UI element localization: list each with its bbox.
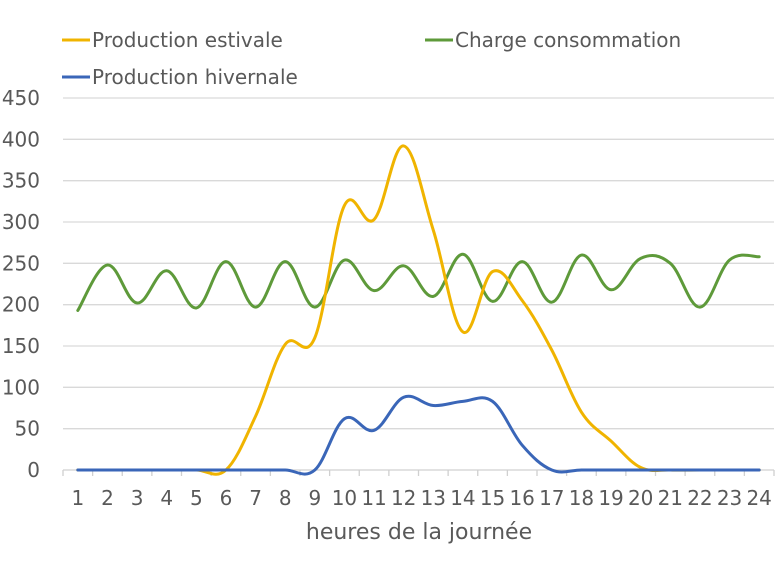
- x-tick-label: 15: [480, 486, 505, 510]
- y-tick-label: 250: [2, 251, 40, 275]
- series-line-production-estivale: [76, 144, 761, 476]
- legend-label: Production hivernale: [92, 65, 298, 89]
- x-tick-label: 18: [569, 486, 594, 510]
- y-tick-label: 0: [27, 458, 40, 482]
- y-tick-label: 200: [2, 293, 40, 317]
- x-tick-label: 19: [598, 486, 623, 510]
- series-line-production-hivernale: [76, 394, 761, 476]
- gridlines: [63, 97, 774, 471]
- x-tick-label: 16: [509, 486, 534, 510]
- legend: Production estivale Charge consommation Pr…: [62, 28, 681, 89]
- x-tick-label: 13: [421, 486, 446, 510]
- legend-label: Charge consommation: [455, 28, 681, 52]
- x-tick-label: 8: [279, 486, 292, 510]
- x-tick-label: 9: [308, 486, 321, 510]
- x-tick-label: 24: [746, 486, 771, 510]
- y-tick-label: 50: [15, 417, 40, 441]
- x-tick-label: 12: [391, 486, 416, 510]
- x-tick-label: 23: [717, 486, 742, 510]
- y-tick-label: 450: [2, 86, 40, 110]
- x-tick-label: 7: [249, 486, 262, 510]
- x-tick-label: 6: [220, 486, 233, 510]
- x-tick-label: 2: [101, 486, 114, 510]
- x-tick-label: 14: [450, 486, 475, 510]
- x-tick-label: 5: [190, 486, 203, 510]
- y-tick-label: 100: [2, 375, 40, 399]
- y-tick-label: 350: [2, 169, 40, 193]
- x-tick-label: 17: [539, 486, 564, 510]
- series-line-charge-consommation: [76, 252, 761, 312]
- x-tick-label: 10: [332, 486, 357, 510]
- x-tick-label: 3: [131, 486, 144, 510]
- x-tick-label: 21: [658, 486, 683, 510]
- y-tick-label: 150: [2, 334, 40, 358]
- x-tick-label: 1: [71, 486, 84, 510]
- x-tick-label: 20: [628, 486, 653, 510]
- x-tick-label: 22: [687, 486, 712, 510]
- x-axis-title: heures de la journée: [306, 520, 532, 545]
- legend-label: Production estivale: [92, 28, 283, 52]
- y-tick-label: 400: [2, 127, 40, 151]
- x-tick-label: 4: [160, 486, 173, 510]
- series-lines: [76, 144, 761, 476]
- x-axis-ticks: 1 2 3 4 5 6 7 8 9 10 11 12 13 14 15 16 17 18 19 20 21 22 23 24: [62, 470, 775, 510]
- y-axis-ticks: 0 50 100 150 200 250 300 350 400 450: [2, 86, 40, 482]
- x-tick-label: 11: [361, 486, 386, 510]
- y-tick-label: 300: [2, 210, 40, 234]
